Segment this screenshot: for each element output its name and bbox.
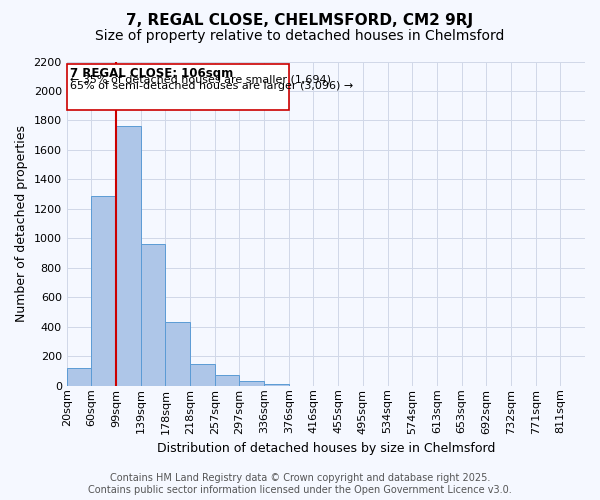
Bar: [239, 380, 264, 386]
Text: ← 35% of detached houses are smaller (1,694): ← 35% of detached houses are smaller (1,…: [70, 75, 331, 85]
Text: 7 REGAL CLOSE: 106sqm: 7 REGAL CLOSE: 106sqm: [70, 68, 233, 80]
FancyBboxPatch shape: [67, 64, 289, 110]
Y-axis label: Number of detached properties: Number of detached properties: [15, 125, 28, 322]
Bar: [264, 384, 289, 386]
Bar: [166, 322, 190, 386]
Text: Contains HM Land Registry data © Crown copyright and database right 2025.
Contai: Contains HM Land Registry data © Crown c…: [88, 474, 512, 495]
Bar: [141, 244, 166, 386]
X-axis label: Distribution of detached houses by size in Chelmsford: Distribution of detached houses by size …: [157, 442, 495, 455]
Text: 65% of semi-detached houses are larger (3,096) →: 65% of semi-detached houses are larger (…: [70, 82, 353, 92]
Text: 7, REGAL CLOSE, CHELMSFORD, CM2 9RJ: 7, REGAL CLOSE, CHELMSFORD, CM2 9RJ: [127, 12, 473, 28]
Bar: [215, 374, 239, 386]
Bar: [116, 126, 141, 386]
Bar: [67, 368, 91, 386]
Bar: [91, 196, 116, 386]
Text: Size of property relative to detached houses in Chelmsford: Size of property relative to detached ho…: [95, 29, 505, 43]
Bar: [190, 364, 215, 386]
